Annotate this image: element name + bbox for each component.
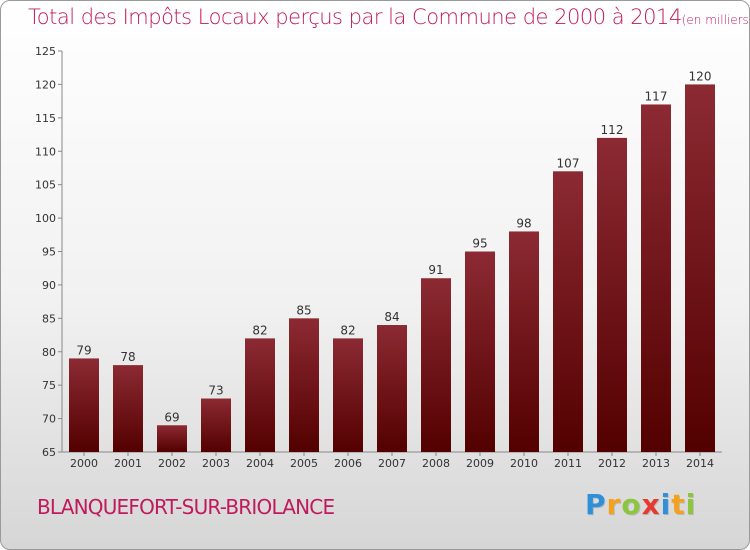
data-label: 84 xyxy=(384,310,399,324)
y-tick-label: 100 xyxy=(35,212,56,225)
y-tick-label: 70 xyxy=(42,413,56,426)
bar xyxy=(685,84,715,453)
data-label: 98 xyxy=(516,216,531,230)
logo-letter: t xyxy=(671,488,686,521)
logo-letter: x xyxy=(641,488,661,521)
x-tick-label: 2001 xyxy=(114,457,142,470)
y-tick-label: 125 xyxy=(35,45,56,58)
y-tick-label: 105 xyxy=(35,179,56,192)
x-tick-label: 2007 xyxy=(378,457,406,470)
bar xyxy=(69,358,99,452)
x-tick-label: 2008 xyxy=(422,457,450,470)
logo-letter: i xyxy=(660,488,672,521)
data-label: 120 xyxy=(689,69,712,83)
bars xyxy=(69,84,715,453)
data-label: 69 xyxy=(164,410,179,424)
x-tick-label: 2014 xyxy=(686,457,714,470)
logo-letter: P xyxy=(585,488,607,521)
data-label: 73 xyxy=(208,384,223,398)
x-tick-label: 2003 xyxy=(202,457,230,470)
x-tick-label: 2009 xyxy=(466,457,494,470)
data-label: 78 xyxy=(120,350,135,364)
x-tick-label: 2004 xyxy=(246,457,274,470)
bar xyxy=(157,425,187,452)
data-label: 95 xyxy=(472,237,487,251)
y-tick-label: 80 xyxy=(42,346,56,359)
chart-title: Total des Impôts Locaux perçus par la Co… xyxy=(28,5,749,29)
bar xyxy=(113,365,143,452)
proxiti-logo: Proxiti xyxy=(585,488,696,521)
x-tick-label: 2013 xyxy=(642,457,670,470)
data-label: 85 xyxy=(296,303,311,317)
x-tick-label: 2000 xyxy=(70,457,98,470)
data-label: 117 xyxy=(645,89,668,103)
data-label: 112 xyxy=(601,123,624,137)
bar xyxy=(201,398,231,452)
bar xyxy=(509,231,539,452)
y-tick-label: 85 xyxy=(42,312,56,325)
data-label: 82 xyxy=(340,323,355,337)
logo-letter: i xyxy=(685,488,697,521)
bar xyxy=(465,251,495,452)
x-tick-label: 2006 xyxy=(334,457,362,470)
data-label: 91 xyxy=(428,263,443,277)
x-tick-label: 2002 xyxy=(158,457,186,470)
data-label: 107 xyxy=(557,156,580,170)
bar xyxy=(377,325,407,452)
commune-name: BLANQUEFORT-SUR-BRIOLANCE xyxy=(37,495,335,519)
x-tick-label: 2010 xyxy=(510,457,538,470)
chart-title-text: Total des Impôts Locaux perçus par la Co… xyxy=(28,5,682,29)
y-tick-label: 110 xyxy=(35,145,56,158)
y-tick-label: 115 xyxy=(35,112,56,125)
y-tick-label: 95 xyxy=(42,246,56,259)
data-labels: 79 78 69 73 82 85 82 84 91 95 98 107 112 117 120 xyxy=(76,69,711,424)
y-tick-label: 75 xyxy=(42,379,56,392)
y-tick-label: 120 xyxy=(35,78,56,91)
bar xyxy=(597,137,627,452)
data-label: 79 xyxy=(76,343,91,357)
bar xyxy=(641,104,671,452)
bar xyxy=(245,338,275,452)
y-tick-label: 65 xyxy=(42,446,56,459)
logo-letter: o xyxy=(621,488,642,521)
x-tick-label: 2012 xyxy=(598,457,626,470)
bar xyxy=(333,338,363,452)
data-label: 82 xyxy=(252,323,267,337)
bar xyxy=(289,318,319,452)
y-tick-label: 90 xyxy=(42,279,56,292)
axes: 65 70 75 80 85 90 95 100 105 110 115 120 125 2000 2001… xyxy=(35,45,722,470)
bar xyxy=(421,278,451,452)
x-tick-label: 2005 xyxy=(290,457,318,470)
bar xyxy=(553,171,583,453)
chart-subtitle: (en milliers d'€) xyxy=(681,13,749,27)
logo-letter: r xyxy=(606,488,622,521)
x-tick-label: 2011 xyxy=(554,457,582,470)
